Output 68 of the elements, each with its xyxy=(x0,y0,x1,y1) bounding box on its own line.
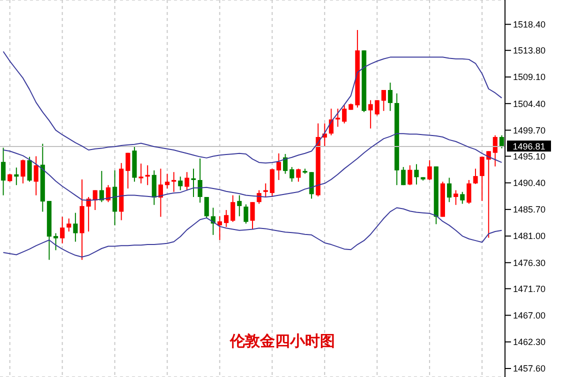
candlestick xyxy=(126,152,130,189)
text: 伦敦金四小时图 xyxy=(230,332,335,351)
candlestick xyxy=(466,180,472,204)
y-tick-label: 1495.10 xyxy=(513,151,546,162)
line-series xyxy=(2,207,502,258)
candlestick xyxy=(499,134,504,149)
y-tick-label: 1457.60 xyxy=(513,364,546,374)
y-tick-label: 1509.10 xyxy=(513,72,546,82)
candlestick xyxy=(237,194,242,217)
candlestick xyxy=(27,156,32,182)
candlestick xyxy=(427,160,432,181)
candlestick xyxy=(296,168,301,182)
candlestick xyxy=(66,218,72,232)
candlestick xyxy=(414,164,419,186)
y-tick-label: 1485.70 xyxy=(513,204,546,215)
candlestick xyxy=(178,176,183,191)
candlestick xyxy=(34,156,38,196)
y-tick-label: 1490.40 xyxy=(513,178,546,188)
candlestick xyxy=(270,168,274,198)
candlestick xyxy=(244,204,248,224)
candlestick xyxy=(164,173,170,189)
candlestick xyxy=(184,172,190,191)
candlestick xyxy=(263,182,268,198)
candlestick xyxy=(473,168,478,184)
candlestick xyxy=(381,90,386,112)
candlestick xyxy=(204,196,209,219)
y-tick-label: 1467.00 xyxy=(513,310,546,320)
candlestick xyxy=(230,194,236,222)
candlestick xyxy=(480,156,484,202)
candlestick xyxy=(374,100,380,116)
candlestick xyxy=(20,159,26,184)
candlestick xyxy=(460,191,465,204)
y-tick-label: 1462.30 xyxy=(513,337,546,348)
y-tick-label: 1481.00 xyxy=(513,231,546,242)
y-tick-label: 1499.70 xyxy=(513,125,546,136)
candlestick xyxy=(191,168,196,198)
candlestick xyxy=(224,210,229,228)
candlestick xyxy=(106,184,111,203)
ref-line-label: 1496.81 xyxy=(512,142,546,152)
candlestick xyxy=(454,190,458,206)
candlestick xyxy=(217,216,222,241)
candlestick xyxy=(152,170,156,206)
y-tick-label: 1513.80 xyxy=(513,46,546,56)
candlestick xyxy=(446,177,452,203)
y-tick-label: 1504.40 xyxy=(513,98,546,109)
candlestick xyxy=(99,170,104,203)
candlestick xyxy=(368,100,373,129)
candlestick xyxy=(158,168,163,218)
candlestick xyxy=(290,166,294,182)
candlestick xyxy=(408,164,412,186)
candlestick xyxy=(138,163,144,184)
y-tick-label: 1471.70 xyxy=(513,284,546,294)
candlestick xyxy=(388,82,393,112)
candlestick xyxy=(53,232,58,251)
candlestick xyxy=(335,108,340,128)
candlestick xyxy=(283,153,288,174)
candlestick xyxy=(1,147,6,196)
y-tick-label: 1476.30 xyxy=(513,258,546,268)
candlestick xyxy=(60,216,65,244)
candlestick xyxy=(492,134,498,167)
candlestick xyxy=(92,190,98,211)
y-tick-label: 1518.40 xyxy=(513,20,546,30)
candlestick xyxy=(198,158,202,204)
candlestick xyxy=(401,166,406,186)
candlestick xyxy=(73,212,78,242)
candlestick xyxy=(250,202,255,230)
candlestick xyxy=(342,104,347,124)
candlestick xyxy=(276,152,282,181)
